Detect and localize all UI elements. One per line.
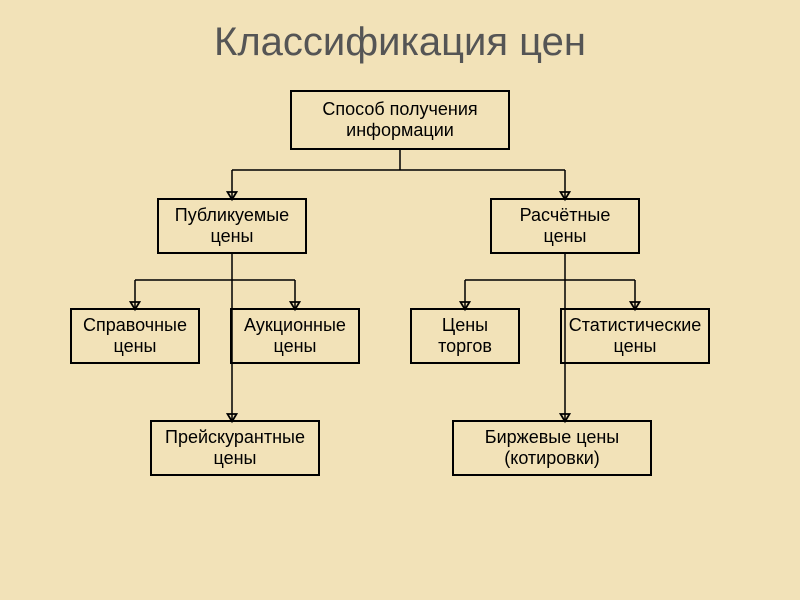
node-ref: Справочн­ые цены bbox=[70, 308, 200, 364]
node-stat: Статистичес­кие цены bbox=[560, 308, 710, 364]
node-label: Справочн­ые цены bbox=[78, 315, 192, 356]
node-pub: Публикуемые цены bbox=[157, 198, 307, 254]
node-label: Статистичес­кие цены bbox=[568, 315, 702, 356]
node-root: Способ получения информации bbox=[290, 90, 510, 150]
node-label: Биржевые цены (котировки) bbox=[460, 427, 644, 468]
node-price: Прейскурантны­е цены bbox=[150, 420, 320, 476]
node-tend: Цены торгов bbox=[410, 308, 520, 364]
node-exch: Биржевые цены (котировки) bbox=[452, 420, 652, 476]
node-label: Прейскурантны­е цены bbox=[158, 427, 312, 468]
node-calc: Расчётные цены bbox=[490, 198, 640, 254]
node-label: Публикуемые цены bbox=[165, 205, 299, 246]
page-title: Классификация цен bbox=[0, 20, 800, 65]
slide-canvas: Классификация цен Способ получения инфор… bbox=[0, 0, 800, 600]
node-label: Аукционн­ые цены bbox=[238, 315, 352, 356]
node-label: Способ получения информации bbox=[298, 99, 502, 140]
node-label: Расчётные цены bbox=[498, 205, 632, 246]
node-auct: Аукционн­ые цены bbox=[230, 308, 360, 364]
node-label: Цены торгов bbox=[418, 315, 512, 356]
